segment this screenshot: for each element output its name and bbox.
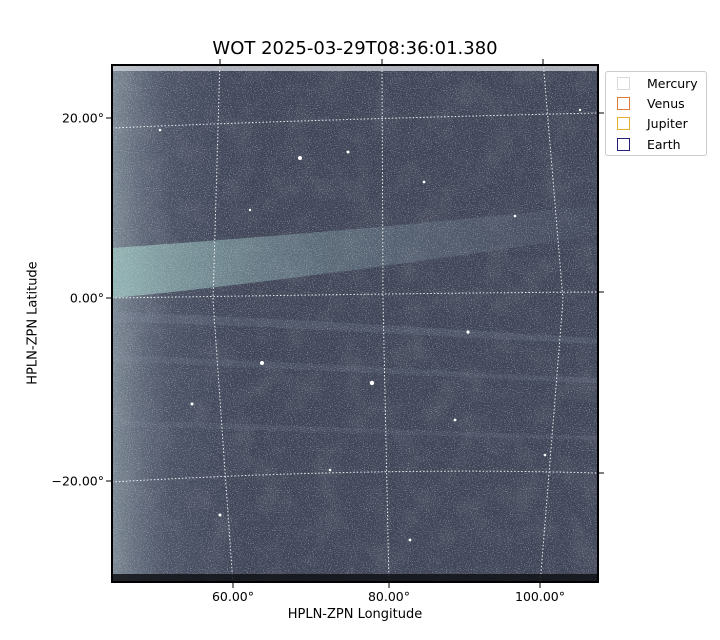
legend-item-mercury: Mercury: [617, 75, 698, 91]
plot-title: WOT 2025-03-29T08:36:01.380: [212, 38, 498, 59]
x-tick-label: 80.00°: [367, 589, 411, 604]
legend-item-earth: Earth: [617, 136, 681, 152]
y-axis-label: HPLN-ZPN Latitude: [25, 261, 41, 385]
legend-label: Jupiter: [647, 115, 688, 131]
y-tick-label: −20.00°: [51, 473, 104, 489]
grid-lines: [112, 65, 598, 582]
plot-frame: [111, 64, 599, 583]
legend-swatch-venus: [617, 96, 630, 110]
legend-swatch-earth: [617, 137, 630, 151]
legend-item-venus: Venus: [617, 95, 685, 111]
legend-label: Mercury: [647, 75, 698, 91]
x-tick-label: 60.00°: [211, 589, 255, 604]
legend-swatch-jupiter: [617, 116, 630, 130]
legend-label: Venus: [647, 95, 685, 111]
legend: Mercury Venus Jupiter Earth: [605, 71, 707, 156]
axis-ticks: [106, 59, 604, 588]
y-tick-label: 0.00°: [69, 290, 104, 306]
image-area: [112, 65, 598, 582]
legend-item-jupiter: Jupiter: [617, 115, 688, 131]
x-axis-label: HPLN-ZPN Longitude: [287, 607, 423, 622]
legend-label: Earth: [647, 136, 681, 152]
y-tick-label: 20.00°: [61, 110, 104, 126]
legend-swatch-mercury: [617, 76, 630, 90]
x-tick-label: 100.00°: [515, 589, 565, 604]
